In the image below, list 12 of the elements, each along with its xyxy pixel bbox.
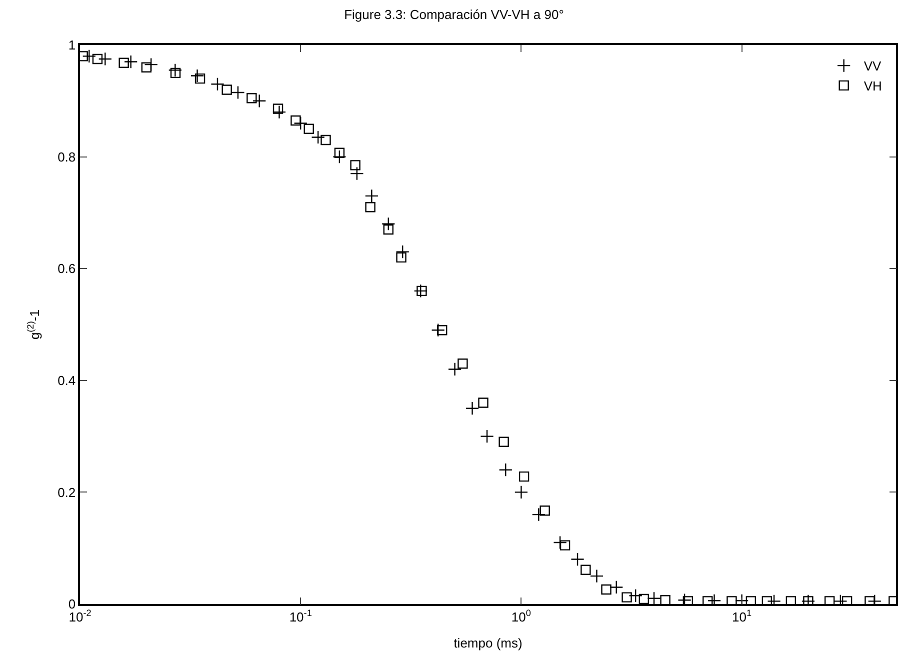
legend-label: VH (864, 78, 882, 94)
y-tick-label: 0.2 (58, 484, 76, 500)
y-tick-label: 0.6 (58, 261, 76, 276)
x-tick-label: 10$^{1}$ (732, 608, 752, 624)
y-tick-label: 0.8 (58, 149, 76, 164)
x-tick-label: 10$^{-1}$ (289, 608, 312, 624)
chart-title: Figure 3.3: Comparación VV-VH a 90° (344, 6, 564, 22)
legend-label: VV (864, 58, 882, 74)
x-axis-title: tiempo (ms) (454, 635, 522, 650)
y-tick-label: 0.4 (58, 372, 76, 388)
x-tick-label: 10$^{0}$ (511, 608, 531, 624)
y-tick-label: 1 (68, 38, 76, 53)
